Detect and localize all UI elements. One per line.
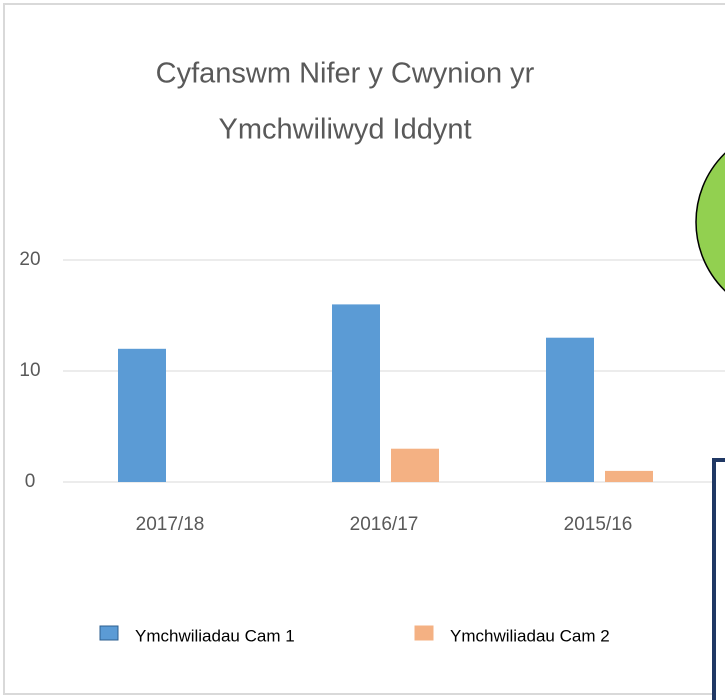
bar [605,470,653,482]
x-tick-label: 2017/18 [136,514,205,535]
chart-title: Cyfanswm Nifer y Cwynion yr [156,58,535,90]
legend-swatch [414,625,434,641]
y-tick-label: 20 [19,249,40,270]
x-tick-label: 2016/17 [350,514,419,535]
x-tick-label: 2015/16 [564,514,633,535]
legend-label: Ymchwiliadau Cam 1 [135,626,295,645]
blue-box [712,458,725,700]
y-tick-label: 10 [19,360,40,381]
bar [332,304,380,482]
y-tick-label: 0 [25,471,36,492]
bar [391,448,439,482]
bar [118,348,166,482]
plot: 0 10 20 2017/18 2016/17 2015/16 Ymchwiliadau C… [19,249,725,645]
legend-label: Ymchwiliadau Cam 2 [450,626,610,645]
bar [546,337,594,482]
chart-title: Ymchwiliwyd Iddynt [218,114,471,146]
legend-swatch [99,625,119,641]
green-circle [695,152,725,292]
